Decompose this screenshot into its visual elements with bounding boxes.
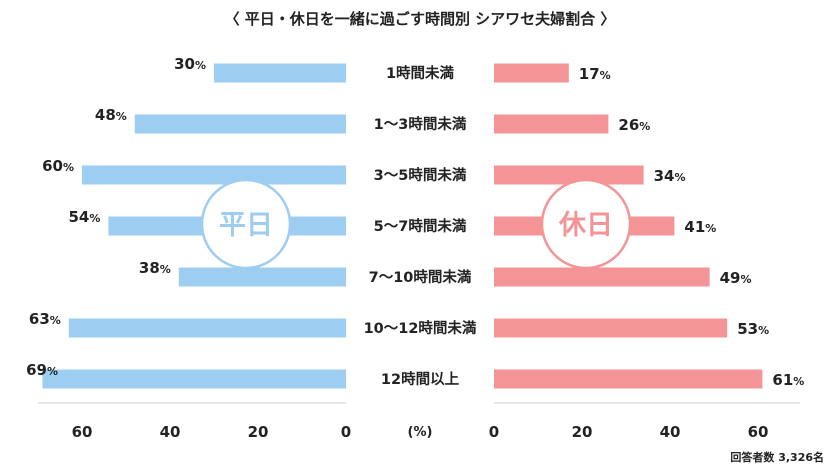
unit-label: (%): [408, 425, 433, 440]
holiday-badge: 休日: [540, 178, 632, 270]
holiday-value-label: 34%: [654, 167, 686, 185]
holiday-badge-label: 休日: [558, 210, 613, 241]
weekday-value-label: 54%: [68, 208, 100, 226]
category-label: 1時間未満: [386, 64, 455, 82]
weekday-bar: [68, 318, 347, 338]
weekday-value-label: 63%: [29, 310, 61, 328]
weekday-tick-label: 0: [341, 423, 351, 441]
holiday-tick-label: 60: [748, 423, 769, 441]
holiday-tick-label: 0: [489, 423, 499, 441]
weekday-bar: [134, 114, 346, 134]
holiday-bars: [494, 63, 763, 389]
weekday-axis-ticks: 60 40 20 0: [72, 423, 352, 441]
holiday-bar: [494, 318, 728, 338]
holiday-bar: [494, 165, 644, 185]
weekday-tick-label: 20: [248, 423, 269, 441]
category-label: 10～12時間未満: [364, 319, 477, 337]
holiday-bar: [494, 114, 609, 134]
weekday-value-label: 30%: [174, 55, 206, 73]
holiday-bar: [494, 63, 569, 83]
weekday-bar: [178, 267, 346, 287]
weekday-badge-label: 平日: [219, 210, 273, 241]
holiday-tick-label: 40: [660, 423, 681, 441]
category-label: 7～10時間未満: [369, 268, 472, 286]
chart-title: 〈 平日・休日を一緒に過ごす時間別 シアワセ夫婦割合 〉: [225, 10, 616, 28]
weekday-bar: [214, 63, 346, 83]
weekday-value-labels: 30% 48% 60% 54% 38% 63% 69%: [26, 55, 206, 379]
holiday-value-label: 17%: [579, 65, 611, 83]
category-label: 3～5時間未満: [374, 166, 467, 184]
category-label: 12時間以上: [381, 371, 460, 388]
holiday-bar: [494, 267, 710, 287]
weekday-tick-label: 40: [160, 423, 181, 441]
category-label: 1～3時間未満: [374, 115, 467, 133]
holiday-value-label: 41%: [684, 218, 716, 236]
weekday-bar: [82, 165, 346, 185]
holiday-value-label: 53%: [737, 320, 769, 338]
weekday-bar: [42, 369, 347, 389]
respondent-note: 回答者数 3,326名: [730, 450, 824, 464]
category-label: 5～7時間未満: [374, 217, 467, 235]
holiday-value-label: 49%: [720, 269, 752, 287]
category-labels: 1時間未満 1～3時間未満 3～5時間未満 5～7時間未満 7～10時間未満 10～12時…: [364, 64, 477, 388]
holiday-value-label: 61%: [772, 371, 804, 389]
weekday-tick-label: 60: [72, 423, 93, 441]
weekday-badge: 平日: [200, 178, 292, 270]
holiday-axis-ticks: 0 20 40 60: [489, 423, 769, 441]
holiday-value-labels: 17% 26% 34% 41% 49% 53% 61%: [579, 65, 805, 389]
weekday-value-label: 38%: [139, 259, 171, 277]
holiday-tick-label: 20: [572, 423, 593, 441]
weekday-bars: [42, 63, 347, 389]
weekday-value-label: 69%: [26, 361, 58, 379]
weekday-value-label: 60%: [42, 157, 74, 175]
holiday-bar: [494, 369, 763, 389]
weekday-value-label: 48%: [95, 106, 127, 124]
holiday-value-label: 26%: [618, 116, 650, 134]
